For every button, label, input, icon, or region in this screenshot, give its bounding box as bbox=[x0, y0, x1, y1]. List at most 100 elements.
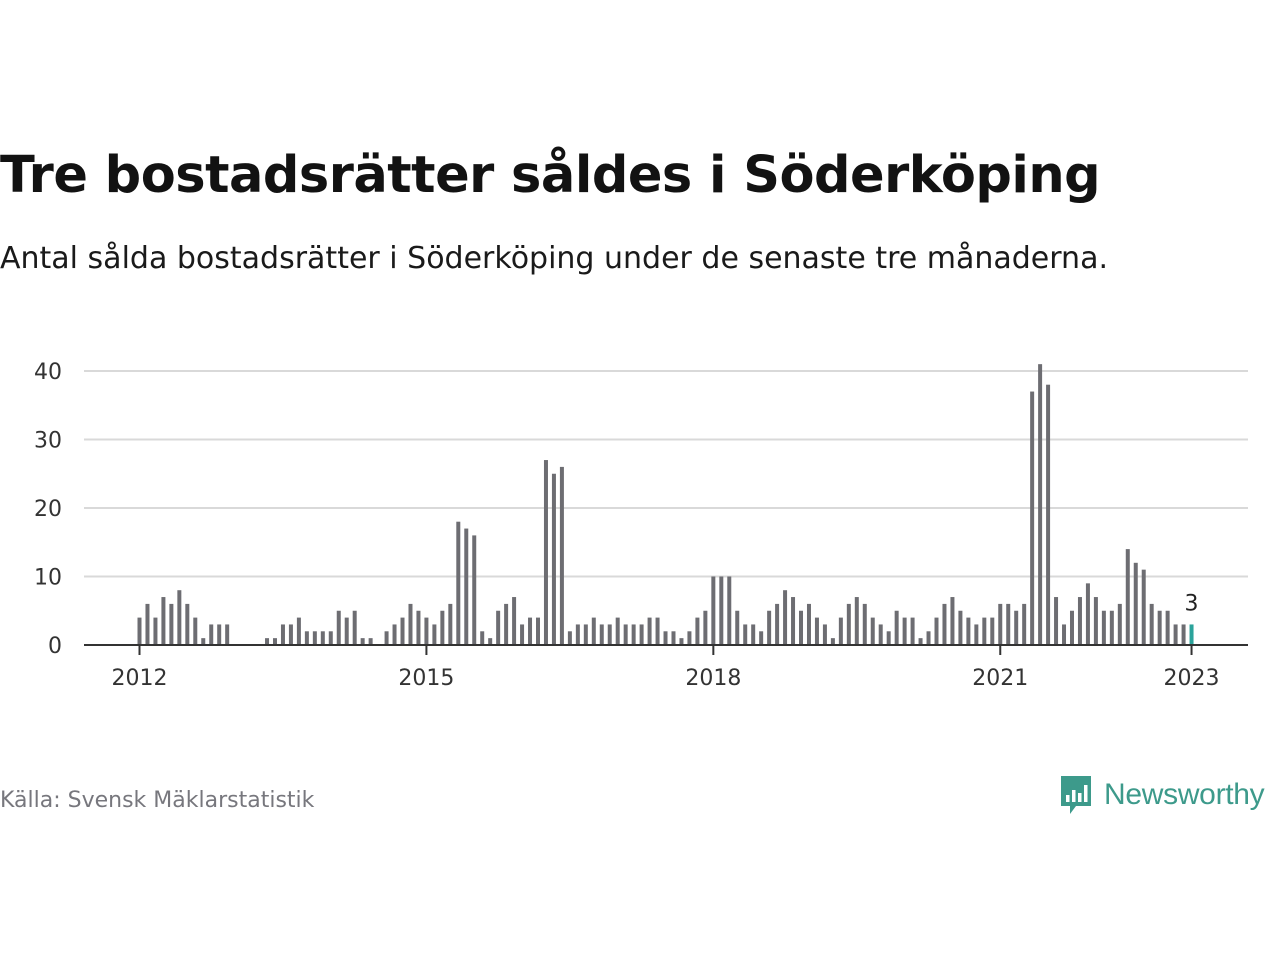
bar bbox=[480, 631, 485, 645]
bar bbox=[663, 631, 668, 645]
logo-text: Newsworthy bbox=[1104, 778, 1265, 811]
bar bbox=[416, 610, 421, 645]
bar bbox=[751, 624, 756, 645]
bar bbox=[639, 624, 644, 645]
bar bbox=[671, 631, 676, 645]
bar bbox=[775, 603, 780, 645]
gridlines bbox=[84, 370, 1248, 578]
y-tick-label: 0 bbox=[48, 634, 62, 659]
bar bbox=[543, 460, 548, 645]
bar bbox=[687, 631, 692, 645]
bar bbox=[288, 624, 293, 645]
bar bbox=[583, 624, 588, 645]
y-tick-label: 20 bbox=[34, 497, 62, 522]
bar bbox=[591, 617, 596, 645]
bar bbox=[1062, 624, 1067, 645]
y-tick-label: 40 bbox=[34, 360, 62, 385]
bar bbox=[870, 617, 875, 645]
bar bbox=[1141, 569, 1146, 645]
bar bbox=[185, 603, 190, 645]
x-tick-label: 2015 bbox=[398, 666, 454, 691]
bar bbox=[822, 624, 827, 645]
bar bbox=[1014, 610, 1019, 645]
bar bbox=[966, 617, 971, 645]
newsworthy-logo: Newsworthy bbox=[1058, 773, 1265, 817]
bar bbox=[169, 603, 174, 645]
bar bbox=[607, 624, 612, 645]
bar bbox=[304, 631, 309, 645]
bar bbox=[902, 617, 907, 645]
bar bbox=[711, 576, 716, 645]
bar bbox=[1046, 384, 1051, 645]
newsworthy-bar-chart-icon bbox=[1061, 776, 1091, 814]
bar bbox=[806, 603, 811, 645]
bar bbox=[456, 521, 461, 645]
bar bbox=[623, 624, 628, 645]
bar bbox=[1133, 562, 1138, 645]
bar bbox=[1006, 603, 1011, 645]
bar bbox=[846, 603, 851, 645]
bar bbox=[647, 617, 652, 645]
bar bbox=[209, 624, 214, 645]
bar bbox=[854, 597, 859, 645]
bar bbox=[352, 610, 357, 645]
bar bbox=[1093, 597, 1098, 645]
bar bbox=[958, 610, 963, 645]
bar bbox=[312, 631, 317, 645]
bar bbox=[910, 617, 915, 645]
chart-title: Tre bostadsrätter såldes i Söderköping bbox=[0, 146, 1101, 205]
bar bbox=[1101, 610, 1106, 645]
last-value-label: 3 bbox=[1185, 591, 1199, 616]
bar bbox=[1030, 391, 1035, 645]
bar bbox=[320, 631, 325, 645]
bar-chart: 0 10 20 30 40 2012 2015 2018 2021 2023 3 bbox=[34, 360, 1248, 691]
bar bbox=[272, 638, 277, 645]
bar bbox=[1157, 610, 1162, 645]
bar bbox=[886, 631, 891, 645]
bar bbox=[432, 624, 437, 645]
bar bbox=[743, 624, 748, 645]
bar bbox=[727, 576, 732, 645]
bar bbox=[145, 603, 150, 645]
bar bbox=[1165, 610, 1170, 645]
bar bbox=[528, 617, 533, 645]
bar bbox=[599, 624, 604, 645]
bar bbox=[799, 610, 804, 645]
bar bbox=[974, 624, 979, 645]
bar bbox=[814, 617, 819, 645]
bar bbox=[424, 617, 429, 645]
x-tick-label: 2012 bbox=[112, 666, 168, 691]
bar bbox=[559, 466, 564, 645]
data-labels: 3 bbox=[1185, 591, 1199, 616]
bar bbox=[830, 638, 835, 645]
bar-highlight bbox=[1189, 624, 1194, 645]
bar bbox=[153, 617, 158, 645]
x-tick-label: 2018 bbox=[685, 666, 741, 691]
bar bbox=[950, 597, 955, 645]
bar bbox=[1069, 610, 1074, 645]
bar bbox=[990, 617, 995, 645]
source-note: Källa: Svensk Mäklarstatistik bbox=[0, 788, 315, 813]
bar bbox=[265, 638, 270, 645]
bar bbox=[1117, 603, 1122, 645]
x-axis-ticks: 2012 2015 2018 2021 2023 bbox=[112, 645, 1220, 691]
bar bbox=[344, 617, 349, 645]
bar bbox=[336, 610, 341, 645]
bar bbox=[655, 617, 660, 645]
bar bbox=[496, 610, 501, 645]
bar bbox=[520, 624, 525, 645]
bar bbox=[1125, 549, 1130, 645]
bar bbox=[1085, 583, 1090, 645]
bar bbox=[575, 624, 580, 645]
bar bbox=[918, 638, 923, 645]
bar bbox=[488, 638, 493, 645]
y-axis-ticks: 0 10 20 30 40 bbox=[34, 360, 62, 659]
y-tick-label: 10 bbox=[34, 566, 62, 591]
bar bbox=[1038, 364, 1043, 645]
bar bbox=[448, 603, 453, 645]
bar bbox=[838, 617, 843, 645]
bar bbox=[201, 638, 206, 645]
bar bbox=[1054, 597, 1059, 645]
x-tick-label: 2023 bbox=[1164, 666, 1220, 691]
bar bbox=[177, 590, 182, 645]
